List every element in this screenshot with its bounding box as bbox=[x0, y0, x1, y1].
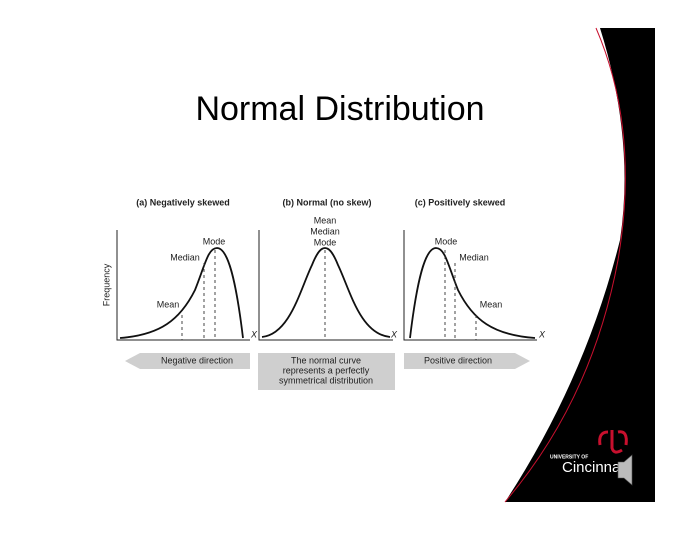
label: Median bbox=[310, 226, 340, 236]
axes bbox=[116, 230, 250, 341]
label: Mode bbox=[203, 236, 226, 246]
panel-heading: (b) Normal (no skew) bbox=[282, 197, 371, 207]
curve bbox=[261, 247, 391, 338]
x-label: X bbox=[538, 329, 546, 339]
red-line bbox=[504, 27, 626, 503]
note: symmetrical distribution bbox=[279, 375, 373, 385]
arrow bbox=[125, 353, 250, 369]
label: Median bbox=[459, 252, 489, 262]
note: represents a perfectly bbox=[283, 365, 370, 375]
slide-title: Normal Distribution bbox=[195, 90, 484, 128]
label: Mean bbox=[157, 299, 180, 309]
panel-heading: (a) Negatively skewed bbox=[136, 197, 230, 207]
label: Mean bbox=[314, 215, 337, 225]
black-swoosh bbox=[505, 28, 655, 502]
curve bbox=[119, 247, 244, 339]
logo-name: Cincinnati bbox=[562, 459, 628, 476]
axes bbox=[258, 230, 393, 341]
logo-mark bbox=[598, 430, 628, 454]
y-label: Frequency bbox=[101, 263, 111, 306]
label: Mode bbox=[314, 237, 337, 247]
arrow bbox=[404, 353, 530, 369]
direction: Negative direction bbox=[161, 355, 233, 365]
speaker-icon[interactable] bbox=[617, 454, 633, 486]
panel-heading: (c) Positively skewed bbox=[415, 197, 506, 207]
axes bbox=[403, 230, 537, 341]
label: Mode bbox=[435, 236, 458, 246]
direction: Positive direction bbox=[424, 355, 492, 365]
x-label: X bbox=[250, 329, 258, 339]
x-label: X bbox=[390, 329, 398, 339]
note-box bbox=[258, 353, 395, 390]
logo-small: UNIVERSITY OF bbox=[550, 454, 588, 460]
label: Mean bbox=[480, 299, 503, 309]
label: Median bbox=[170, 252, 200, 262]
curve bbox=[409, 247, 536, 339]
note: The normal curve bbox=[291, 355, 361, 365]
